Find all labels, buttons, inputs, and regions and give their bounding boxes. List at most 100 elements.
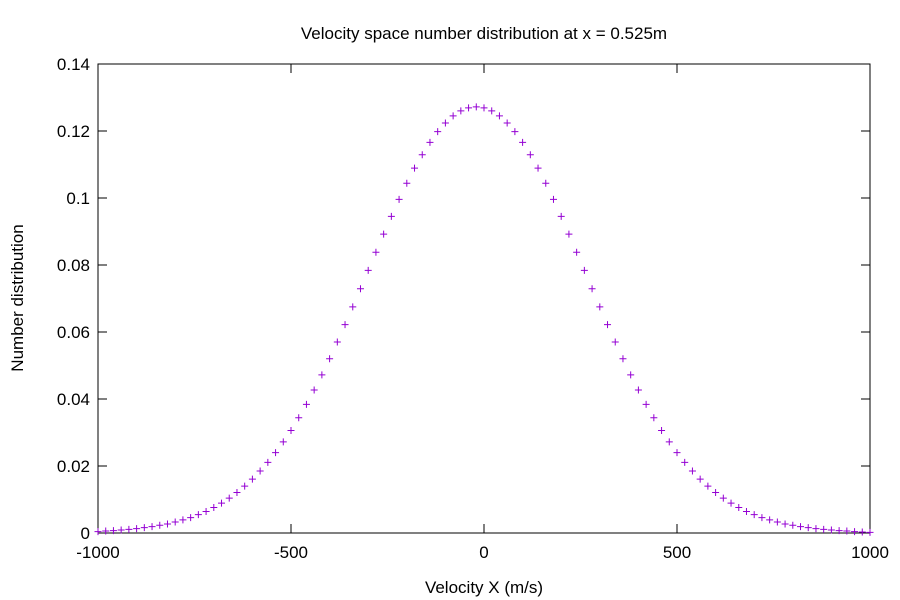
chart-title: Velocity space number distribution at x … [301,24,667,43]
data-point [318,371,326,379]
data-point [820,525,828,533]
data-point [534,164,542,172]
data-point [627,371,635,379]
data-point [712,488,720,496]
data-point [727,499,735,507]
data-point [696,475,704,483]
data-point [426,138,434,146]
data-point [773,518,781,526]
data-points [94,103,874,536]
data-point [411,164,419,172]
data-point [588,285,596,293]
data-point [102,527,110,535]
data-point [457,107,465,115]
data-point [109,527,117,535]
data-point [851,528,859,536]
data-point [580,266,588,274]
data-point [418,151,426,159]
y-axis-label: Number distribution [8,224,27,371]
data-point [503,119,511,127]
data-point [202,508,210,516]
data-point [812,525,820,533]
y-tick-label: 0 [81,524,90,543]
data-point [827,526,835,534]
y-tick-label: 0.04 [57,390,90,409]
data-point [233,488,241,496]
y-tick-label: 0.02 [57,457,90,476]
data-point [156,521,164,529]
data-point [835,527,843,535]
plot-frame [97,63,871,534]
data-point [403,179,411,187]
data-point [781,520,789,528]
data-point [634,386,642,394]
data-point [681,458,689,466]
data-point [349,303,357,311]
data-point [526,151,534,159]
data-point [125,525,133,533]
data-point [488,107,496,115]
data-point [843,527,851,535]
data-point [804,524,812,532]
data-point [673,449,681,457]
data-point [665,438,673,446]
data-point [94,528,102,536]
data-point [117,526,125,534]
data-point [742,508,750,516]
data-point [218,499,226,507]
data-point [758,514,766,522]
data-point [789,521,797,529]
data-point [140,524,148,532]
data-point [542,179,550,187]
data-point [133,525,141,533]
data-point [248,475,256,483]
data-point [619,355,627,363]
y-tick-label: 0.08 [57,256,90,275]
data-point [341,321,349,329]
x-tick-label: -1000 [76,543,119,562]
data-point [356,285,364,293]
x-tick-label: 500 [663,543,691,562]
data-point [395,195,403,203]
data-point [858,528,866,536]
data-point [797,523,805,531]
data-point [241,482,249,490]
data-point [866,528,874,536]
data-point [380,230,388,238]
data-point [465,104,473,112]
data-point [333,338,341,346]
x-tick-label: 1000 [851,543,889,562]
data-point [279,438,287,446]
data-point [704,482,712,490]
data-point [611,338,619,346]
data-point [326,355,334,363]
data-point [441,119,449,127]
data-point [519,138,527,146]
data-point [472,103,480,111]
x-axis-label: Velocity X (m/s) [425,578,543,597]
data-point [272,449,280,457]
x-tick-label: -500 [274,543,308,562]
data-point [688,467,696,475]
data-point [480,104,488,112]
data-point [148,523,156,531]
data-point [735,504,743,512]
data-point [256,467,264,475]
data-point [302,400,310,408]
data-point [194,511,202,519]
data-point [604,321,612,329]
data-point [650,414,658,422]
data-point [310,386,318,394]
data-point [210,504,218,512]
data-point [295,414,303,422]
data-point [557,212,565,220]
data-point [449,112,457,120]
data-point [573,248,581,256]
data-point [750,511,758,519]
data-point [658,426,666,434]
axis-ticks: -1000 -500 0 500 1000 0 0.02 0.04 0.06 0.08 0.1 0.1… [57,55,889,562]
data-point [495,112,503,120]
data-point [364,266,372,274]
data-point [766,516,774,524]
